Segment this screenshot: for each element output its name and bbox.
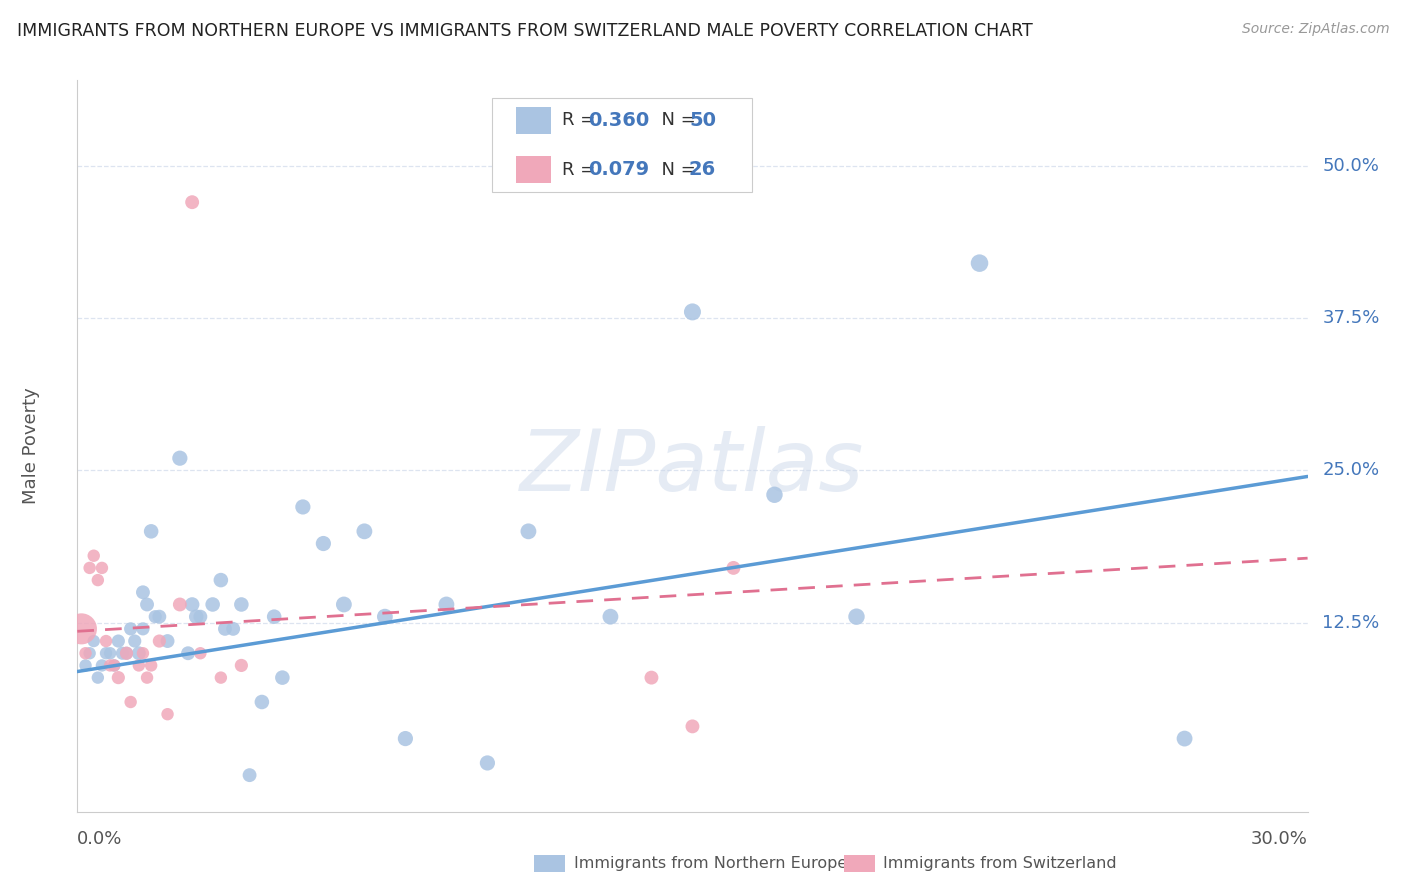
Point	[120, 622, 142, 636]
Point	[291, 500, 314, 514]
Point	[169, 598, 191, 612]
Point	[107, 671, 129, 685]
Text: Source: ZipAtlas.com: Source: ZipAtlas.com	[1241, 22, 1389, 37]
Point	[682, 305, 704, 319]
Point	[94, 646, 117, 660]
Point	[231, 658, 253, 673]
Text: 0.360: 0.360	[588, 111, 650, 130]
Point	[79, 561, 101, 575]
Point	[124, 634, 146, 648]
Point	[136, 598, 159, 612]
Text: 0.079: 0.079	[588, 160, 648, 179]
Point	[231, 598, 253, 612]
Point	[90, 561, 114, 575]
Point	[132, 622, 155, 636]
Point	[148, 634, 170, 648]
Point	[148, 609, 170, 624]
Point	[132, 585, 155, 599]
Point	[517, 524, 540, 539]
Point	[181, 598, 204, 612]
Text: N =: N =	[650, 112, 702, 129]
Point	[682, 719, 704, 733]
Point	[132, 646, 155, 660]
Point	[156, 707, 179, 722]
Text: ZIPatlas: ZIPatlas	[520, 426, 865, 509]
Point	[209, 671, 232, 685]
Point	[83, 634, 105, 648]
Point	[394, 731, 416, 746]
Text: 30.0%: 30.0%	[1251, 830, 1308, 848]
Point	[263, 609, 285, 624]
Point	[353, 524, 375, 539]
Point	[723, 561, 745, 575]
Text: 50: 50	[689, 111, 716, 130]
Point	[763, 488, 786, 502]
Point	[143, 609, 166, 624]
Point	[333, 598, 356, 612]
Point	[181, 195, 204, 210]
Point	[75, 658, 97, 673]
Point	[188, 609, 212, 624]
Point	[98, 658, 121, 673]
Text: IMMIGRANTS FROM NORTHERN EUROPE VS IMMIGRANTS FROM SWITZERLAND MALE POVERTY CORR: IMMIGRANTS FROM NORTHERN EUROPE VS IMMIG…	[17, 22, 1032, 40]
Text: R =: R =	[562, 112, 602, 129]
Point	[640, 671, 662, 685]
Point	[201, 598, 224, 612]
Point	[87, 573, 110, 587]
Text: 0.0%: 0.0%	[77, 830, 122, 848]
Point	[177, 646, 200, 660]
Point	[186, 609, 208, 624]
Point	[107, 634, 129, 648]
Point	[128, 658, 150, 673]
Point	[250, 695, 273, 709]
Point	[136, 671, 159, 685]
Text: R =: R =	[562, 161, 602, 178]
Point	[1174, 731, 1197, 746]
Point	[120, 695, 142, 709]
Point	[87, 671, 110, 685]
Point	[79, 646, 101, 660]
Point	[70, 622, 93, 636]
Text: 12.5%: 12.5%	[1323, 614, 1379, 632]
Point	[436, 598, 458, 612]
Point	[222, 622, 245, 636]
Point	[115, 646, 138, 660]
Point	[115, 646, 138, 660]
Point	[969, 256, 991, 270]
Text: N =: N =	[650, 161, 702, 178]
Point	[169, 451, 191, 466]
Point	[845, 609, 868, 624]
Text: 26: 26	[689, 160, 716, 179]
Point	[128, 646, 150, 660]
Point	[312, 536, 335, 550]
Point	[239, 768, 262, 782]
Point	[271, 671, 294, 685]
Point	[599, 609, 621, 624]
Point	[141, 524, 163, 539]
Point	[90, 658, 114, 673]
Point	[477, 756, 499, 770]
Point	[209, 573, 232, 587]
Point	[214, 622, 236, 636]
Point	[83, 549, 105, 563]
Point	[374, 609, 396, 624]
Text: Immigrants from Switzerland: Immigrants from Switzerland	[883, 856, 1116, 871]
Point	[98, 646, 121, 660]
Text: 25.0%: 25.0%	[1323, 461, 1379, 479]
Point	[188, 646, 212, 660]
Text: Male Poverty: Male Poverty	[21, 388, 39, 504]
Point	[94, 634, 117, 648]
Text: 37.5%: 37.5%	[1323, 309, 1379, 327]
Point	[141, 658, 163, 673]
Point	[103, 658, 125, 673]
Point	[103, 658, 125, 673]
Text: 50.0%: 50.0%	[1323, 157, 1379, 175]
Point	[111, 646, 134, 660]
Point	[75, 646, 97, 660]
Point	[156, 634, 179, 648]
Text: Immigrants from Northern Europe: Immigrants from Northern Europe	[574, 856, 846, 871]
